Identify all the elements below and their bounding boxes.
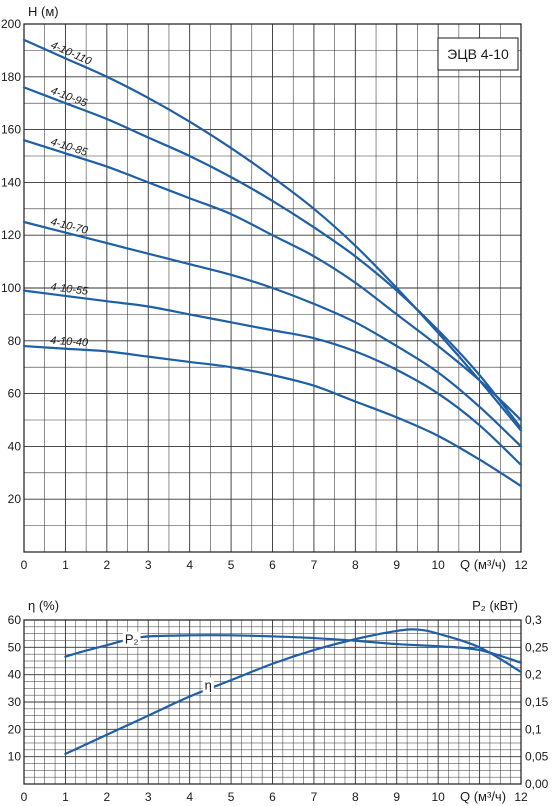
- head-y-tick-label: 80: [8, 334, 22, 348]
- head-y-tick-label: 160: [1, 123, 21, 137]
- efficiency-power-curve: [64, 634, 523, 664]
- efficiency-power-x-ticks: 0 1 2 3 4 5 6 7 8 9 10 12: [21, 790, 528, 804]
- model-box: ЭЦВ 4-10: [437, 37, 519, 71]
- efficiency-power-grid: [24, 620, 521, 784]
- head-x-tick-label: 0: [21, 558, 28, 572]
- power-y-tick-label: 0,25: [525, 640, 549, 654]
- head-x-tick-label: 10: [431, 558, 445, 572]
- efficiency-power-x-tick-label: 7: [311, 790, 318, 804]
- efficiency-y-axis-title: η (%): [28, 598, 59, 613]
- head-x-tick-label: 3: [145, 558, 152, 572]
- head-curve-4-10-40: [22, 344, 523, 488]
- efficiency-power-x-tick-label: 2: [103, 790, 110, 804]
- head-y-tick-label: 60: [8, 387, 22, 401]
- efficiency-power-x-axis-title: Q (м³/ч): [460, 789, 506, 804]
- head-curve-4-10-110: [22, 38, 523, 432]
- head-x-tick-label: 2: [103, 558, 110, 572]
- efficiency-curve-label: η: [205, 678, 212, 693]
- head-x-tick-label: 5: [228, 558, 235, 572]
- head-y-axis-title: H (м): [28, 4, 59, 19]
- head-curves: [22, 38, 523, 488]
- efficiency-y-tick-label: 40: [8, 668, 22, 682]
- curve-label-background: [202, 677, 214, 693]
- model-box-frame: [437, 37, 519, 71]
- efficiency-y-tick-label: 30: [8, 695, 22, 709]
- power-y-tick-label: 0,1: [525, 722, 542, 736]
- power-y-tick-label: 0,2: [525, 668, 542, 682]
- head-y-ticks: 20 40 60 80 100 120 140 160 180 200: [1, 17, 21, 506]
- head-x-tick-label: 6: [269, 558, 276, 572]
- head-curve-labels: 4-10-1104-10-954-10-854-10-704-10-554-10…: [49, 39, 94, 349]
- head-curve-label: 4-10-40: [50, 335, 89, 349]
- head-curve-4-10-70: [22, 220, 523, 448]
- head-y-tick-label: 140: [1, 175, 21, 189]
- efficiency-power-x-tick-label: 5: [228, 790, 235, 804]
- head-x-axis-title: Q (м³/ч): [460, 557, 506, 572]
- head-x-tick-label: 1: [62, 558, 69, 572]
- power-y-tick-label: 0,00: [525, 777, 549, 791]
- efficiency-power-x-tick-label: 0: [21, 790, 28, 804]
- head-y-tick-label: 180: [1, 70, 21, 84]
- head-curve-label: 4-10-95: [49, 85, 90, 110]
- power-y-axis-title: P₂ (кВт): [472, 598, 518, 613]
- efficiency-y-tick-label: 60: [8, 613, 22, 627]
- power-y-ticks: 0,00 0,05 0,1 0,15 0,2 0,25 0,3: [525, 613, 549, 791]
- head-curve-4-10-95: [22, 86, 523, 430]
- head-x-tick-label: 4: [186, 558, 193, 572]
- model-box-title: ЭЦВ 4-10: [447, 46, 509, 62]
- efficiency-power-curves: [64, 628, 523, 756]
- efficiency-power-frame: [23, 619, 522, 785]
- head-curve-4-10-55: [22, 289, 523, 466]
- head-y-tick-label: 200: [1, 17, 21, 31]
- efficiency-power-x-tick-label: 1: [62, 790, 69, 804]
- head-y-tick-label: 120: [1, 228, 21, 242]
- efficiency-y-tick-label: 20: [8, 722, 22, 736]
- efficiency-power-x-tick-label: 6: [269, 790, 276, 804]
- efficiency-power-x-tick-label: 3: [145, 790, 152, 804]
- head-x-ticks: 0 1 2 3 4 5 6 7 8 9 10 12: [21, 558, 528, 572]
- head-y-tick-label: 20: [8, 492, 22, 506]
- head-chart-frame: [23, 23, 522, 553]
- efficiency-power-curve: [64, 628, 523, 756]
- head-y-tick-label: 100: [1, 281, 21, 295]
- head-x-tick-label: 9: [393, 558, 400, 572]
- head-chart-grid: [24, 24, 521, 552]
- efficiency-power-x-tick-label: 9: [393, 790, 400, 804]
- efficiency-power-x-tick-label: 8: [352, 790, 359, 804]
- head-x-tick-label: 7: [311, 558, 318, 572]
- efficiency-y-tick-label: 50: [8, 640, 22, 654]
- power-y-tick-label: 0,3: [525, 613, 542, 627]
- efficiency-power-x-tick-label: 10: [431, 790, 445, 804]
- efficiency-power-curve-labels: P₂ η: [122, 631, 214, 693]
- power-y-tick-label: 0,15: [525, 695, 549, 709]
- efficiency-y-tick-label: 10: [8, 750, 22, 764]
- curve-label-background: [122, 631, 141, 647]
- head-curve-label: 4-10-55: [50, 281, 90, 298]
- efficiency-power-x-tick-label: 4: [186, 790, 193, 804]
- efficiency-y-ticks: 10 20 30 40 50 60: [8, 613, 22, 764]
- efficiency-power-x-tick-label: 12: [514, 790, 528, 804]
- head-x-tick-label: 8: [352, 558, 359, 572]
- head-curve-4-10-85: [22, 139, 523, 422]
- head-y-tick-label: 40: [8, 439, 22, 453]
- head-x-tick-label: 12: [514, 558, 528, 572]
- power-curve-label: P₂: [125, 632, 139, 647]
- power-y-tick-label: 0,05: [525, 750, 549, 764]
